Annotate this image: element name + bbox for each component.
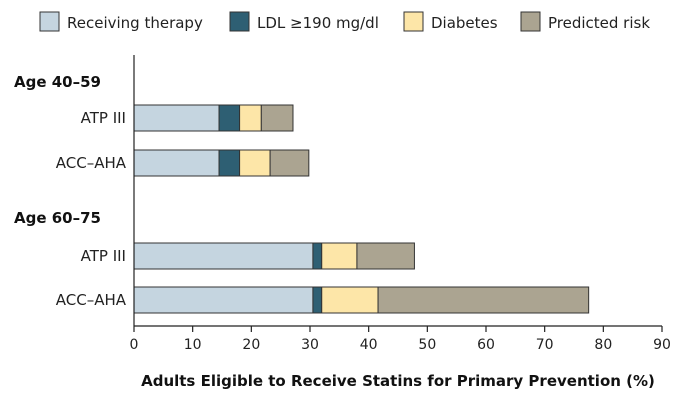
legend-label: Predicted risk (548, 14, 650, 32)
x-tick-label: 60 (477, 337, 495, 353)
bar-segment (356, 242, 415, 270)
x-tick-label: 40 (360, 337, 378, 353)
x-tick-label: 20 (242, 337, 260, 353)
legend-swatch (229, 11, 250, 32)
legend-label: Diabetes (431, 14, 498, 32)
category-label: ACC–AHA (56, 291, 127, 309)
category-label: ATP III (81, 247, 126, 265)
bar-segment (218, 104, 241, 132)
legend-swatch (403, 11, 424, 32)
x-axis-label: Adults Eligible to Receive Statins for P… (141, 372, 655, 390)
bar-segment (218, 149, 241, 177)
bar-segment (133, 242, 314, 270)
legend-swatch (39, 11, 60, 32)
bar-segment (239, 104, 262, 132)
bar-segment (133, 286, 314, 314)
x-tick-label: 70 (536, 337, 554, 353)
legend-label: Receiving therapy (67, 14, 203, 32)
x-tick-label: 10 (184, 337, 202, 353)
bar-segment (239, 149, 271, 177)
x-tick-label: 50 (418, 337, 436, 353)
legend-label: LDL ≥190 mg/dl (257, 14, 379, 32)
x-tick-label: 0 (130, 337, 139, 353)
bar-segment (260, 104, 294, 132)
legend-swatch (520, 11, 541, 32)
bar-segment (321, 286, 379, 314)
category-label: ACC–AHA (56, 154, 127, 172)
bar-segment (321, 242, 358, 270)
x-tick-label: 80 (594, 337, 612, 353)
bar-segment (312, 242, 323, 270)
bar-segment (269, 149, 310, 177)
category-label: ATP III (81, 109, 126, 127)
bar-segment (312, 286, 323, 314)
bar-segment (133, 149, 220, 177)
group-label: Age 60–75 (14, 209, 101, 227)
bar-segment (133, 104, 220, 132)
group-label: Age 40–59 (14, 73, 101, 91)
x-tick-label: 90 (653, 337, 671, 353)
bar-segment (377, 286, 590, 314)
x-tick-label: 30 (301, 337, 319, 353)
